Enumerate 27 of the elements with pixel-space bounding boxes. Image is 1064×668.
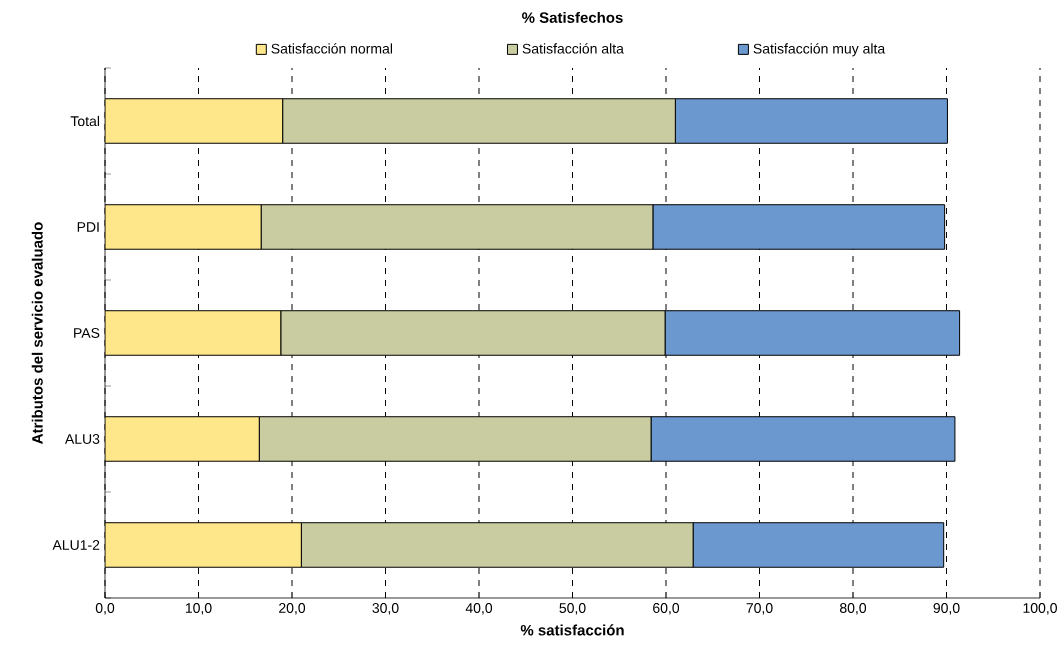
y-tick-label: Total (70, 115, 100, 127)
x-tick-label: 10,0 (185, 603, 212, 615)
bar (105, 204, 262, 250)
x-tick-label: 0,0 (95, 603, 115, 615)
x-tick-label: 80,0 (839, 603, 867, 615)
x-tick-label: 20,0 (279, 603, 306, 615)
x-tick-label: 60,0 (653, 603, 680, 615)
x-tick-label: 100,0 (1023, 603, 1057, 615)
x-axis-title: % satisfacción (520, 624, 624, 636)
x-tick-label: 70,0 (746, 603, 773, 615)
bar (105, 310, 282, 356)
legend-label: Satisfacción muy alta (753, 43, 886, 57)
x-tick-label: 50,0 (559, 603, 586, 615)
legend-label: Satisfacción alta (522, 43, 624, 54)
x-tick-label: 90,0 (933, 603, 960, 615)
y-axis-title: Atributos del servicio evaluado (31, 222, 43, 444)
y-tick-label: ALU1-2 (52, 540, 100, 550)
bar (105, 98, 284, 144)
bar (105, 416, 260, 462)
x-tick-label: 30,0 (372, 603, 399, 615)
bar (105, 522, 302, 568)
y-tick-label: PAS (74, 328, 100, 338)
chart-title: % Satisfechos (522, 11, 623, 23)
y-tick-label: PDI (77, 222, 99, 232)
legend-label: Satisfacción normal (271, 43, 392, 54)
y-tick-label: ALU3 (64, 434, 100, 444)
x-tick-label: 40,0 (465, 603, 493, 615)
